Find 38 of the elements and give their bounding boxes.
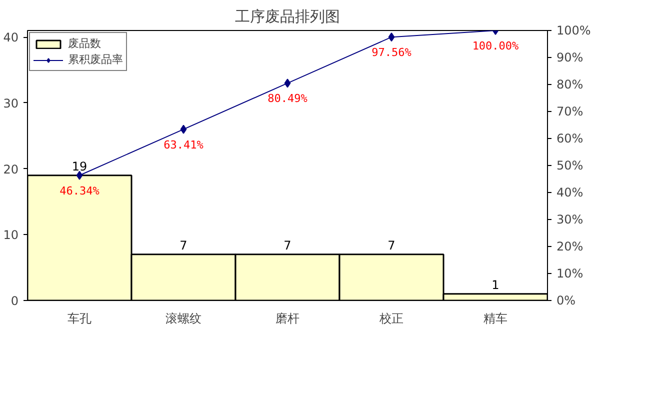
y2-tick-label: 20% xyxy=(556,240,584,254)
y-tick-label: 10 xyxy=(3,228,19,242)
x-tick-label: 精车 xyxy=(484,312,508,326)
y-tick-label: 40 xyxy=(3,30,19,45)
y2-tick-label: 90% xyxy=(556,50,584,64)
chart-title: 工序废品排列图 xyxy=(235,8,340,26)
point xyxy=(180,124,187,134)
point xyxy=(284,78,291,88)
y2-tick-label: 60% xyxy=(556,132,584,146)
y2-tick-label: 10% xyxy=(556,266,584,280)
y2-tick-label: 100% xyxy=(556,24,591,38)
y2-tick-label: 50% xyxy=(556,158,584,172)
y-tick-label: 30 xyxy=(3,96,19,110)
legend-label: 累积废品率 xyxy=(68,52,123,67)
data-label: 19 xyxy=(72,159,88,174)
data-label: 80.49% xyxy=(268,92,308,106)
data-label: 63.41% xyxy=(164,138,204,152)
data-label: 7 xyxy=(284,238,292,252)
y2-tick-label: 70% xyxy=(556,104,584,118)
x-tick-label: 磨杆 xyxy=(276,312,300,326)
data-label: 97.56% xyxy=(372,46,412,60)
x-tick-label: 车孔 xyxy=(68,312,92,326)
data-label: 1 xyxy=(492,278,500,292)
data-label: 46.34% xyxy=(60,184,100,198)
y2-tick-label: 0% xyxy=(556,294,576,308)
y2-tick-label: 40% xyxy=(556,186,584,200)
x-tick-label: 校正 xyxy=(378,312,404,326)
y-tick-label: 20 xyxy=(3,162,19,176)
point xyxy=(76,170,83,180)
y2-tick-label: 30% xyxy=(556,212,584,226)
data-label: 7 xyxy=(388,238,396,252)
y-tick-label: 0 xyxy=(10,294,19,308)
point xyxy=(388,32,395,42)
data-label: 100.00% xyxy=(472,40,520,52)
x-tick-label: 滚螺纹 xyxy=(166,312,202,326)
legend-label: 废品数 xyxy=(68,36,101,51)
data-label: 7 xyxy=(180,238,188,252)
y2-tick-label: 80% xyxy=(556,78,584,92)
